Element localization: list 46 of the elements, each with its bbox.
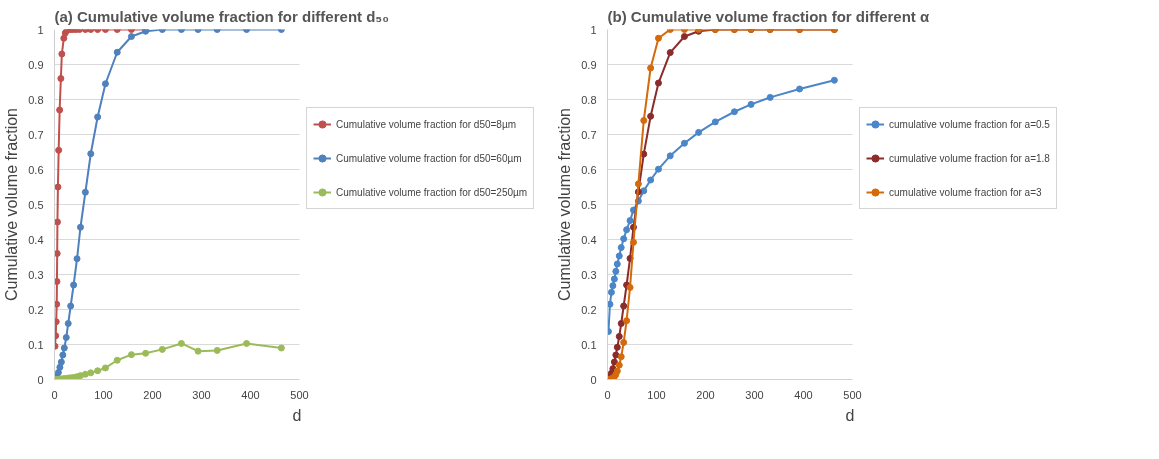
y-tick-label: 1: [590, 23, 597, 36]
x-tick-label: 0: [604, 388, 611, 401]
y-tick-label: 0.2: [581, 303, 597, 316]
x-tick-label: 200: [696, 388, 715, 401]
y-tick-label: 0.6: [581, 163, 597, 176]
x-axis-title: d: [292, 406, 302, 424]
y-tick-label: 0.5: [28, 198, 44, 211]
y-tick-label: 0.4: [581, 233, 597, 246]
legend-label: cumulative volume fraction for a=3: [889, 186, 1042, 198]
y-tick-label: 0.9: [581, 58, 597, 71]
y-tick-label: 0.1: [28, 338, 44, 351]
y-tick-label: 0: [37, 373, 44, 386]
y-tick-label: 0.5: [581, 198, 597, 211]
y-tick-label: 0.4: [28, 233, 44, 246]
legend-label: Cumulative volume fraction for d50=60µm: [336, 152, 522, 164]
x-tick-label: 100: [94, 388, 113, 401]
x-tick-label: 0: [51, 388, 58, 401]
legend-label: Cumulative volume fraction for d50=8µm: [336, 118, 517, 130]
legend-label: Cumulative volume fraction for d50=250µm: [336, 186, 528, 198]
chart-title: (b) Cumulative volume fraction for different α: [607, 7, 931, 25]
x-tick-label: 500: [290, 388, 309, 401]
y-tick-label: 0.7: [28, 128, 44, 141]
y-tick-label: 0.6: [28, 163, 44, 176]
x-axis-title: d: [845, 406, 855, 424]
y-tick-label: 0.7: [581, 128, 597, 141]
y-tick-label: 0.3: [581, 268, 597, 281]
y-tick-label: 0.1: [581, 338, 597, 351]
x-tick-label: 500: [843, 388, 862, 401]
y-axis-title: Cumulative volume fraction: [3, 108, 21, 301]
x-tick-label: 300: [745, 388, 764, 401]
x-tick-label: 400: [794, 388, 813, 401]
y-tick-label: 1: [37, 23, 44, 36]
legend-label: cumulative volume fraction for a=1.8: [889, 152, 1050, 164]
y-tick-label: 0.2: [28, 303, 44, 316]
x-tick-label: 400: [241, 388, 260, 401]
chart-title: (a) Cumulative volume fraction for different d₅₀: [54, 7, 390, 25]
x-tick-label: 200: [143, 388, 162, 401]
legend-label: cumulative volume fraction for a=0.5: [889, 118, 1050, 130]
y-tick-label: 0.3: [28, 268, 44, 281]
y-axis-title: Cumulative volume fraction: [556, 108, 574, 301]
y-tick-label: 0.8: [581, 93, 597, 106]
x-tick-label: 300: [192, 388, 211, 401]
x-tick-label: 100: [647, 388, 666, 401]
y-tick-label: 0: [590, 373, 597, 386]
y-tick-label: 0.8: [28, 93, 44, 106]
y-tick-label: 0.9: [28, 58, 44, 71]
